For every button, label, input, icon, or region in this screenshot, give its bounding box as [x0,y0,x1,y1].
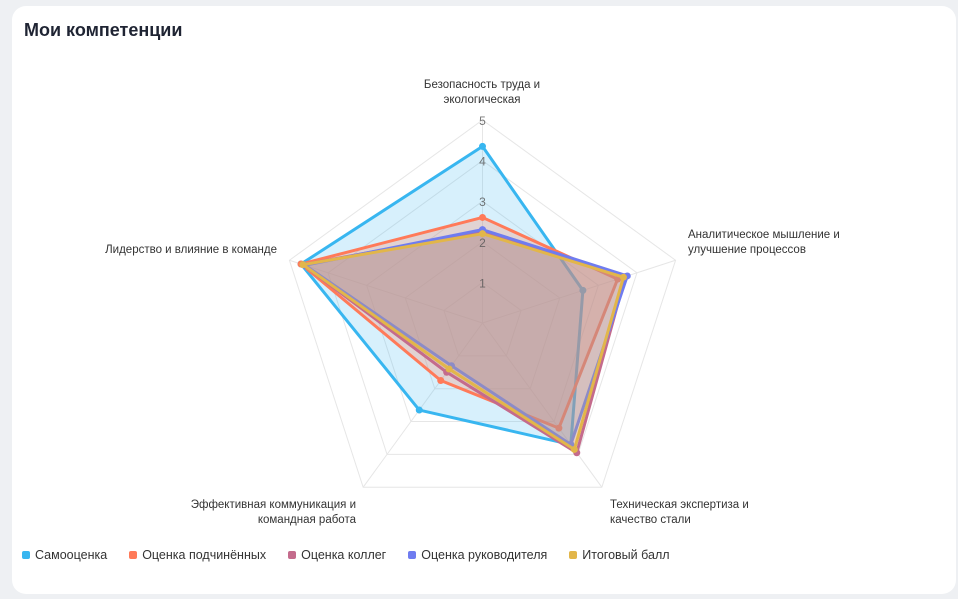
page-title: Мои компетенции [24,20,183,40]
data-point [479,213,486,221]
grid-ring [366,200,599,423]
grid-ring [443,281,522,357]
legend-label: Оценка подчинённых [142,548,267,562]
legend-label: Самооценка [35,548,108,562]
data-point [619,273,627,281]
tick-label: 5 [479,114,486,128]
legend-item[interactable]: Итоговый балл [569,548,670,562]
tick-label: 2 [479,236,486,250]
legend-item[interactable]: Оценка руководителя [408,548,547,562]
data-point [555,424,563,432]
competencies-card [12,6,956,594]
axis-label: улучшение процессов [688,244,806,256]
legend-swatch [288,551,297,559]
axis-label: экологическая [443,94,520,106]
axis-label: командная работа [258,514,357,526]
data-point [415,406,423,414]
series-area-0 [299,144,585,447]
legend-swatch [129,551,138,559]
axis-label: Аналитическое мышление и [688,229,840,241]
data-point [579,286,587,294]
series-area-4 [301,232,625,451]
legend-item[interactable]: Оценка подчинённых [129,548,266,562]
grid-spoke [362,322,483,488]
legend-item[interactable]: Оценка коллег [288,548,386,562]
legend-item[interactable]: Самооценка [22,548,107,562]
axis-label: Безопасность труда и [424,79,540,91]
data-point [479,230,486,238]
axis-label: Эффективная коммуникация и [191,499,356,511]
axis-label: Лидерство и влияние в команде [105,244,277,256]
legend-swatch [22,551,30,559]
data-point [437,376,445,384]
tick-label: 1 [479,276,486,290]
data-point [570,445,578,453]
data-point [479,142,486,150]
chart-legend: Самооценка Оценка подчинённых Оценка колле… [22,548,670,562]
data-point [299,261,307,269]
legend-label: Оценка руководителя [421,548,548,562]
legend-swatch [408,551,417,559]
data-point [445,365,453,373]
grid-ring [288,119,677,488]
grid-spoke [289,259,483,324]
legend-label: Оценка коллег [301,548,387,562]
tick-label: 3 [479,195,486,209]
grid-spoke [482,259,676,324]
axis-label: качество стали [610,514,691,526]
axis-label: Техническая экспертиза и [610,499,749,511]
grid-spoke [482,322,603,488]
legend-label: Итоговый балл [582,548,670,562]
legend-swatch [569,551,578,559]
tick-label: 4 [479,155,486,169]
